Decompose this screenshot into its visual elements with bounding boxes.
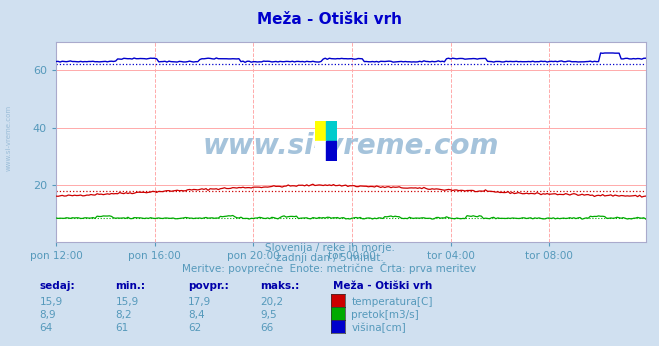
Text: www.si-vreme.com: www.si-vreme.com (203, 132, 499, 160)
Text: 62: 62 (188, 324, 201, 334)
Text: povpr.:: povpr.: (188, 281, 229, 291)
Text: zadnji dan / 5 minut.: zadnji dan / 5 minut. (275, 253, 384, 263)
Bar (315, 141, 326, 161)
Text: 8,2: 8,2 (115, 310, 132, 320)
Bar (326, 121, 337, 141)
Text: min.:: min.: (115, 281, 146, 291)
Text: maks.:: maks.: (260, 281, 300, 291)
Text: 17,9: 17,9 (188, 297, 211, 307)
Text: Meritve: povprečne  Enote: metrične  Črta: prva meritev: Meritve: povprečne Enote: metrične Črta:… (183, 262, 476, 274)
Text: 66: 66 (260, 324, 273, 334)
Text: 15,9: 15,9 (115, 297, 138, 307)
Bar (326, 141, 337, 161)
Text: višina[cm]: višina[cm] (351, 323, 406, 334)
Bar (315, 121, 326, 141)
Text: 8,9: 8,9 (40, 310, 56, 320)
Text: 64: 64 (40, 324, 53, 334)
Text: Meža - Otiški vrh: Meža - Otiški vrh (257, 12, 402, 27)
Text: 15,9: 15,9 (40, 297, 63, 307)
Text: Meža - Otiški vrh: Meža - Otiški vrh (333, 281, 432, 291)
Text: sedaj:: sedaj: (40, 281, 75, 291)
Text: 61: 61 (115, 324, 129, 334)
Text: 8,4: 8,4 (188, 310, 204, 320)
Text: 20,2: 20,2 (260, 297, 283, 307)
Text: pretok[m3/s]: pretok[m3/s] (351, 310, 419, 320)
Text: Slovenija / reke in morje.: Slovenija / reke in morje. (264, 243, 395, 253)
Text: www.si-vreme.com: www.si-vreme.com (5, 105, 12, 172)
Text: 9,5: 9,5 (260, 310, 277, 320)
Text: temperatura[C]: temperatura[C] (351, 297, 433, 307)
